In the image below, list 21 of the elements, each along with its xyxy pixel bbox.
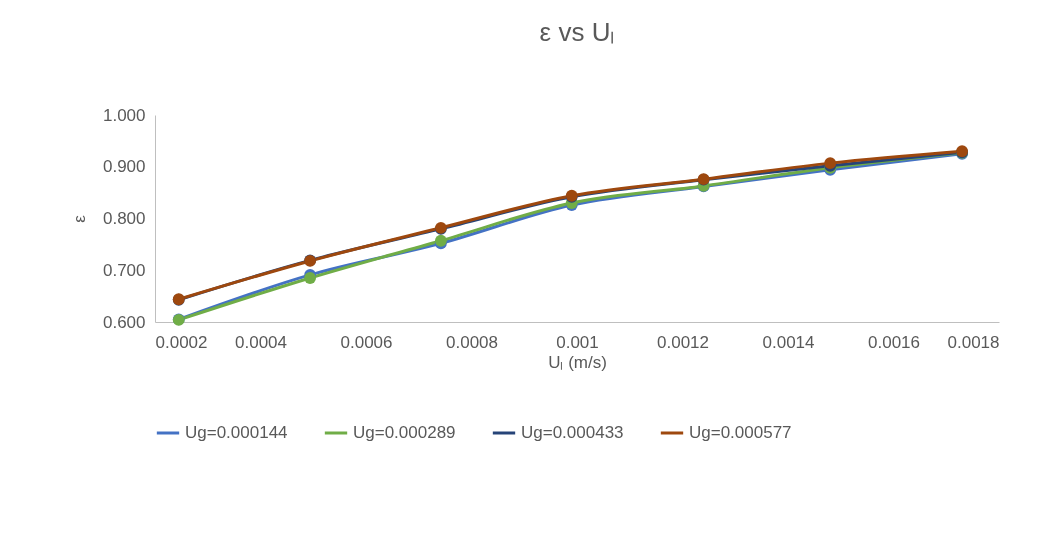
- y-tick-label: 0.700: [102, 260, 146, 280]
- x-axis-title: Uₗ (m/s): [548, 352, 607, 372]
- x-tick-label: 0.0008: [446, 332, 498, 352]
- x-tick-label: 0.0012: [657, 332, 709, 352]
- x-tick-label: 0.001: [556, 332, 599, 352]
- legend-label: Ug=0.000433: [521, 423, 624, 442]
- legend-label: Ug=0.000577: [689, 423, 792, 442]
- x-tick-label: 0.0004: [235, 332, 287, 352]
- x-tick-label: 0.0006: [340, 332, 393, 352]
- y-tick-label: 0.900: [102, 157, 146, 177]
- x-tick-label: 0.0014: [762, 332, 815, 352]
- y-axis-title: ε: [69, 214, 89, 223]
- y-tick-label: 0.800: [102, 209, 146, 228]
- chart-title: ε vs Uₗ: [539, 17, 615, 47]
- legend-label: Ug=0.000289: [353, 423, 456, 442]
- legend-label: Ug=0.000144: [185, 423, 288, 442]
- x-tick-label: 0.0016: [868, 332, 920, 352]
- y-tick-label: 0.600: [102, 312, 146, 332]
- x-tick-label: 0.0018: [947, 332, 1000, 352]
- x-tick-label: 0.0002: [155, 332, 208, 352]
- y-tick-label: 1.000: [102, 105, 146, 125]
